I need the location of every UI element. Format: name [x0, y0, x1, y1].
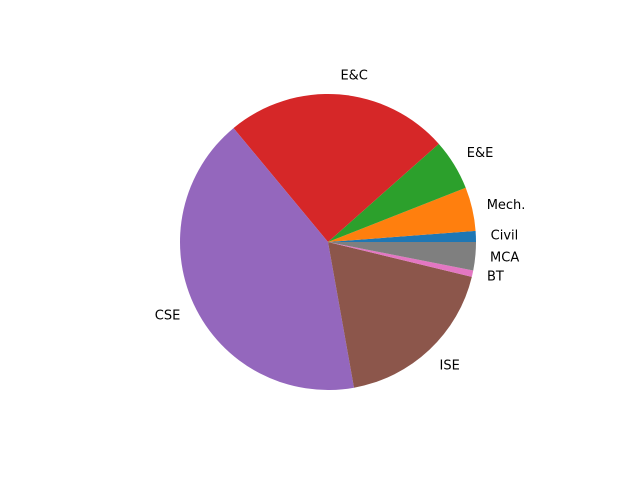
pie-slice-bt — [328, 242, 474, 277]
pie-slice-ise — [328, 242, 472, 388]
pie-label-civil: Civil — [491, 228, 519, 243]
pie-label-ise: ISE — [440, 358, 460, 373]
pie-slice-civil — [328, 230, 476, 242]
pie-label-mca: MCA — [490, 250, 519, 265]
pie-slice-e-and-c — [233, 94, 439, 242]
pie-slice-mca — [328, 242, 476, 271]
pie-label-mech: Mech. — [487, 198, 526, 213]
pie-labels: Civil Mech. E&E E&C CSE ISE BT MCA — [155, 69, 526, 374]
pie-slice-cse — [180, 128, 355, 390]
pie-slices — [180, 94, 476, 390]
pie-label-e-and-e: E&E — [467, 146, 494, 161]
pie-label-e-and-c: E&C — [340, 69, 367, 84]
pie-label-bt: BT — [487, 269, 504, 284]
pie-slice-mech — [328, 187, 476, 242]
pie-label-cse: CSE — [155, 308, 181, 323]
pie-slice-e-and-e — [328, 143, 466, 242]
